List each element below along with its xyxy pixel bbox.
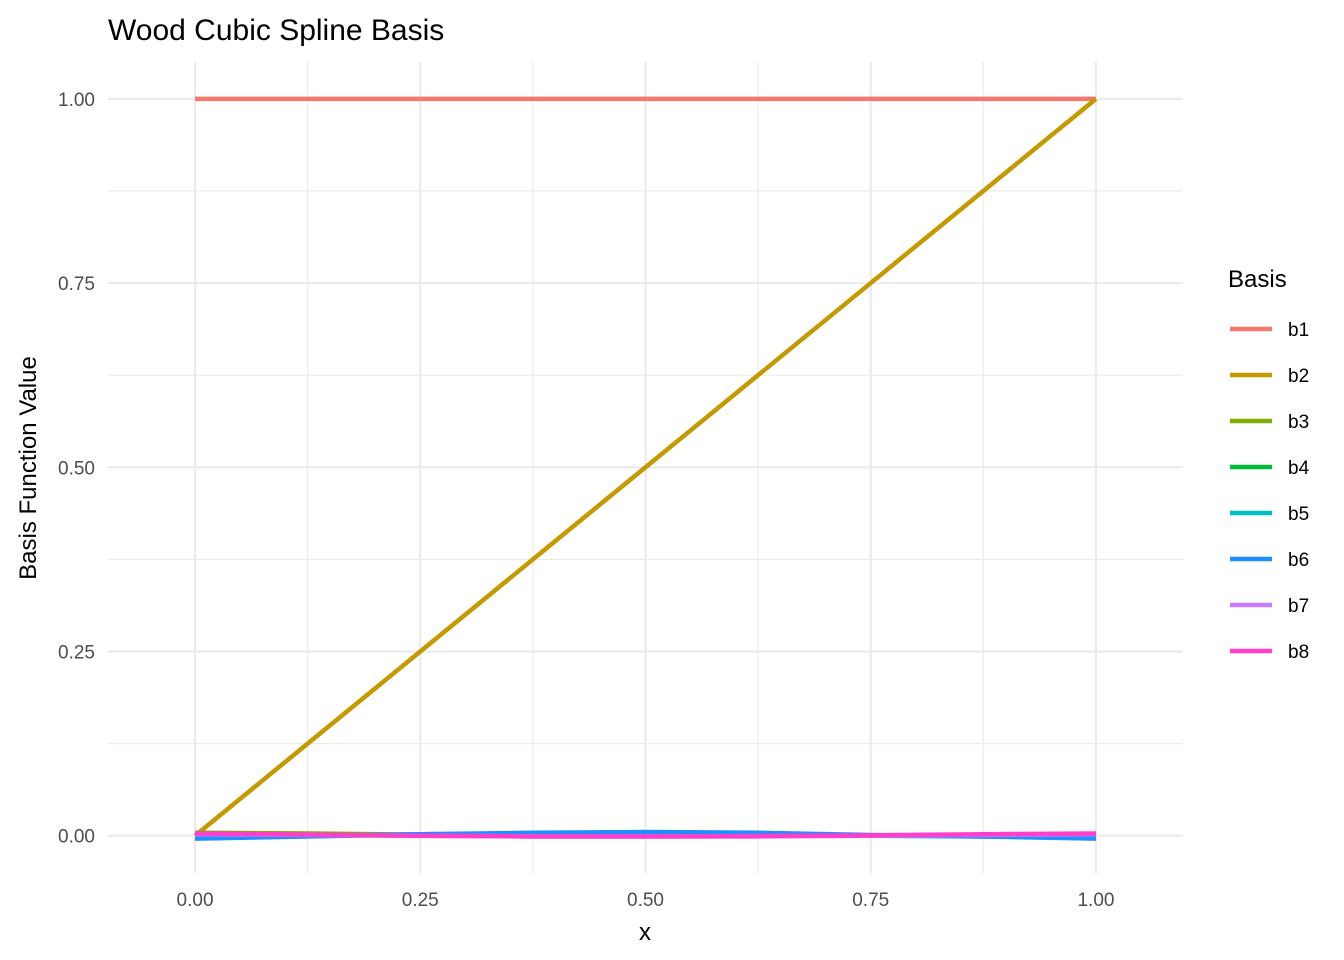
- series-lines: [193, 96, 1098, 841]
- y-tick-label: 0.75: [58, 274, 95, 295]
- series-line-b2: [193, 97, 1098, 838]
- legend-label-b8: b8: [1288, 642, 1309, 663]
- x-tick-label: 0.00: [177, 890, 214, 911]
- x-tick-label: 0.50: [627, 890, 664, 911]
- legend: Basis b1 b2 b3 b4 b5 b6 b7 b8: [1228, 266, 1310, 663]
- legend-label-b7: b7: [1288, 596, 1309, 617]
- x-tick-label: 0.25: [402, 890, 439, 911]
- x-axis-title: x: [639, 919, 651, 946]
- legend-label-b1: b1: [1288, 320, 1309, 341]
- y-tick-label: 1.00: [58, 90, 95, 111]
- legend-label-b2: b2: [1288, 366, 1309, 387]
- legend-label-b3: b3: [1288, 412, 1309, 433]
- y-tick-label: 0.00: [58, 827, 95, 848]
- legend-label-b4: b4: [1288, 458, 1310, 479]
- y-tick-label: 0.25: [58, 642, 95, 663]
- y-tick-label: 0.50: [58, 458, 95, 479]
- tick-labels: 0.00 0.25 0.50 0.75 1.00 0.00 0.25 0.50 0.75 1.00: [58, 90, 1114, 911]
- x-tick-label: 0.75: [852, 890, 889, 911]
- chart-title: Wood Cubic Spline Basis: [108, 14, 444, 47]
- legend-title: Basis: [1228, 266, 1287, 293]
- x-tick-label: 1.00: [1077, 890, 1114, 911]
- legend-label-b6: b6: [1288, 550, 1309, 571]
- legend-label-b5: b5: [1288, 504, 1309, 525]
- series-line-b8: [195, 831, 1096, 839]
- y-axis-title: Basis Function Value: [15, 356, 42, 580]
